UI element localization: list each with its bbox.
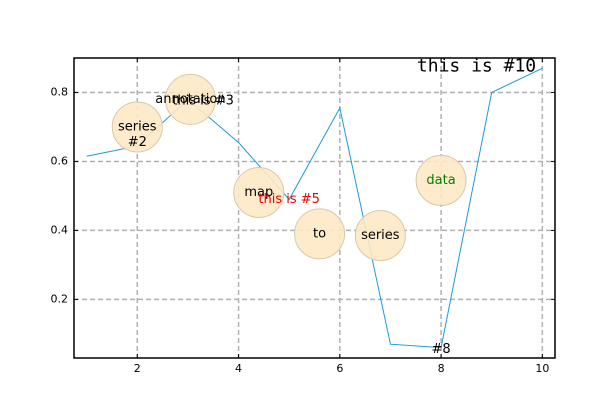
annotation-bubble xyxy=(164,73,216,125)
annotation-bubble xyxy=(294,208,346,260)
annotation-bubble xyxy=(415,154,467,206)
x-tick-label: 2 xyxy=(134,362,141,375)
annotation-bubble xyxy=(354,210,406,262)
x-tick-label: 4 xyxy=(235,362,242,375)
annotation: to xyxy=(313,226,326,241)
annotation: annotation xyxy=(155,92,225,107)
annotation: #2 xyxy=(128,135,147,150)
x-tick-label: 8 xyxy=(438,362,445,375)
annotation: map xyxy=(244,185,273,200)
y-tick-label: 0.2 xyxy=(51,292,69,305)
annotation: data xyxy=(426,173,455,188)
annotation-bubble xyxy=(233,166,285,218)
annotation: this is #5 xyxy=(258,192,320,207)
y-tick-label: 0.4 xyxy=(51,223,69,236)
annotation: series xyxy=(361,228,400,243)
annotation: this is #10 xyxy=(417,56,536,77)
annotation-bubble xyxy=(111,101,163,153)
line xyxy=(86,67,543,349)
x-tick-label: 10 xyxy=(535,362,549,375)
annotation: this is #3 xyxy=(172,93,234,108)
y-tick-label: 0.8 xyxy=(51,85,69,98)
y-tick-label: 0.6 xyxy=(51,154,69,167)
annotation: #8 xyxy=(431,342,450,357)
annotation: series xyxy=(118,119,157,134)
plot-frame xyxy=(73,57,556,359)
x-tick-label: 6 xyxy=(336,362,343,375)
